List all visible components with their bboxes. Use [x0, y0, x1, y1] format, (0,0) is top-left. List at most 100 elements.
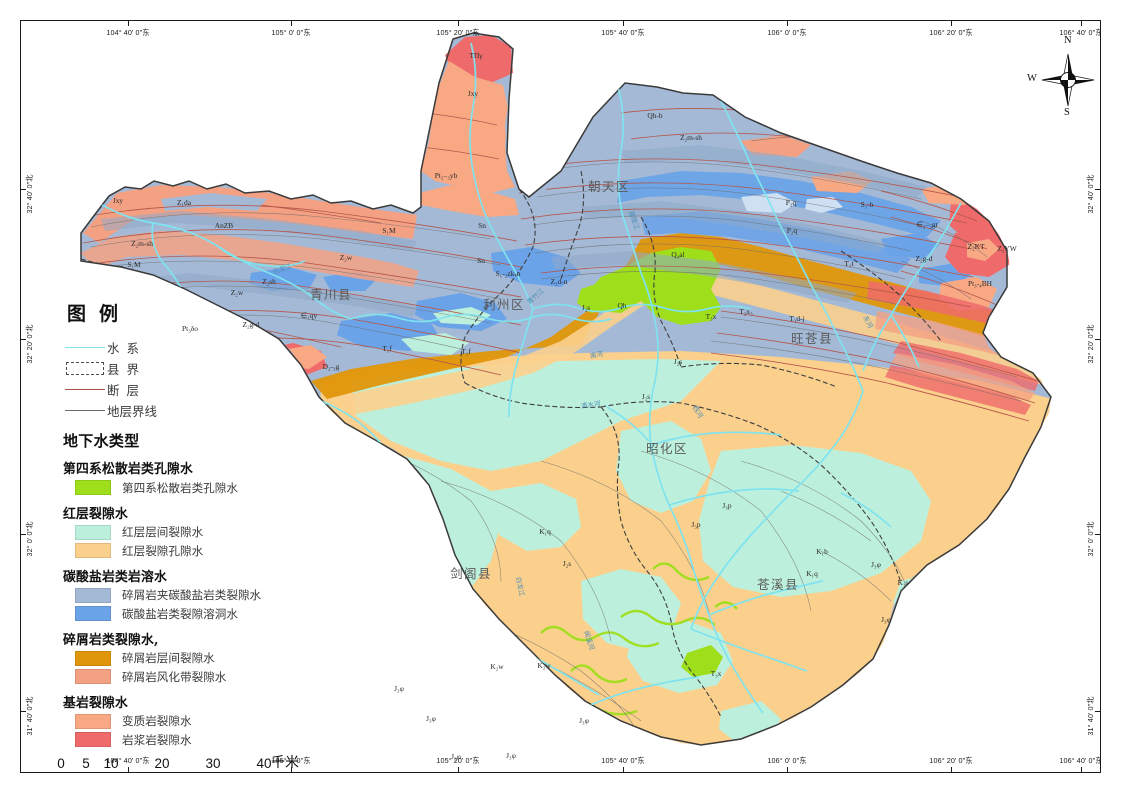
legend-swatch-item: 红层裂隙孔隙水 — [63, 543, 325, 559]
graticule-label: 32° 0' 0"北 — [1086, 521, 1095, 557]
graticule-label: 32° 40' 0"北 — [25, 174, 34, 214]
legend-swatch-label: 碳酸盐岩类裂隙溶洞水 — [122, 606, 238, 621]
legend-line-label: 水系 — [107, 341, 147, 356]
geologic-unit-code: K₁q — [539, 527, 551, 536]
graticule-label: 106° 0' 0"东 — [767, 756, 807, 765]
map-canvas[interactable]: 青川县 朝天区 利州区 旺苍县 昭化区 剑阁县 苍溪县 TПγ Jxy Pt₂₋₃yb Jxy Z₁… — [21, 21, 1100, 772]
legend-line-label: 地层界线 — [107, 404, 158, 419]
scale-bar-tick-label: 0 — [57, 756, 65, 771]
legend-line-item: 县界 — [63, 358, 325, 379]
legend-color-swatch — [75, 606, 111, 621]
graticule-tick — [951, 21, 952, 26]
scale-bar-tick-label: 40 — [256, 756, 272, 771]
legend-swatch-label: 第四系松散岩类孔隙水 — [122, 480, 238, 495]
graticule-label: 105° 20' 0"东 — [436, 756, 480, 765]
graticule-tick — [951, 767, 952, 772]
graticule-tick — [1081, 21, 1082, 26]
legend-swatch-label: 红层裂隙孔隙水 — [122, 543, 204, 558]
geologic-unit-code: Z₂d-n — [551, 277, 568, 286]
legend-group-heading: 基岩裂隙水 — [63, 695, 128, 711]
geologic-unit-code: Jxy — [113, 196, 124, 205]
geologic-unit-code: Z₁da — [177, 198, 192, 207]
river-label: 南河 — [589, 349, 604, 361]
geologic-unit-code: Z₂g-d — [916, 254, 933, 263]
legend-swatch-label: 红层层间裂隙水 — [122, 525, 204, 539]
scale-bar-tick-label: 5 — [82, 756, 90, 771]
geologic-unit-code: K₂w — [490, 662, 504, 671]
graticule-label: 105° 0' 0"东 — [271, 28, 311, 37]
legend-line-swatch — [65, 410, 105, 411]
scale-bar-unit: 千米 — [271, 755, 299, 771]
geologic-unit-code: Z₂m-sh — [680, 133, 702, 142]
legend-group-heading: 第四系松散岩类孔隙水 — [63, 462, 193, 477]
graticule-label: 106° 40' 0"东 — [1059, 756, 1100, 765]
compass-rose: N S E W — [1021, 35, 1100, 121]
legend-title: 图例 — [67, 303, 132, 325]
legend-color-swatch — [75, 650, 111, 666]
geologic-unit-code: J₃φ — [506, 751, 516, 760]
graticule-label: 106° 0' 0"东 — [767, 28, 807, 37]
graticule-tick — [1081, 767, 1082, 772]
graticule-tick — [21, 534, 26, 535]
graticule-tick — [787, 767, 788, 772]
graticule-label: 105° 40' 0"东 — [601, 28, 645, 37]
legend-panel: 图例 水系 县界 断层 地层界线 地下水类型 第四系松散岩类孔隙水 第四系松散岩类孔隙水… — [63, 299, 325, 750]
geologic-unit-code: K₁s — [898, 578, 909, 587]
geologic-unit-code: Jxy — [468, 89, 479, 98]
geologic-unit-code: S₁-₂zk-n — [496, 269, 521, 278]
geologic-unit-code: J₃p — [691, 520, 700, 529]
geologic-unit-code: Sn — [478, 221, 486, 230]
graticule-tick — [1095, 534, 1100, 535]
legend-color-swatch — [75, 480, 111, 495]
graticule-tick — [291, 21, 292, 26]
geologic-unit-code: T₁f — [382, 344, 392, 353]
legend-swatch-item: 碎屑岩风化带裂隙水 — [63, 669, 325, 685]
geologic-unit-code: Pt₃-₄BH — [968, 279, 993, 288]
compass-south-label: S — [1064, 107, 1070, 118]
map-geology-layer — [80, 32, 1052, 746]
geologic-unit-code: T₃x — [706, 312, 717, 321]
scale-bar-tick-label: 30 — [205, 756, 221, 771]
scale-bar-tick-label: 20 — [154, 756, 170, 771]
legend-line-label: 县界 — [107, 362, 147, 377]
geologic-unit-code: J₃φ — [871, 560, 881, 569]
county-label: 利州区 — [483, 297, 525, 312]
scale-bar-numbers: 0 5 10 20 30 40 — [57, 756, 321, 772]
legend-line-swatch — [65, 389, 105, 390]
graticule-label: 106° 40' 0"东 — [1059, 28, 1100, 37]
legend-groups: 第四系松散岩类孔隙水 第四系松散岩类孔隙水 红层裂隙水 红层层间裂隙水 红层裂隙孔隙水碳… — [63, 458, 325, 748]
graticule-label: 106° 20' 0"东 — [929, 28, 973, 37]
graticule-label: 104° 40' 0"东 — [106, 28, 150, 37]
geologic-unit-code: Z₂sh — [262, 277, 276, 286]
geologic-unit-code: Z₂w — [231, 288, 244, 297]
legend-group-heading: 红层裂隙水 — [63, 506, 128, 522]
legend-swatch-label: 碎屑岩层间裂隙水 — [122, 651, 215, 665]
graticule-label: 32° 0' 0"北 — [25, 521, 34, 557]
geologic-unit-code: ∈₁qy — [301, 311, 318, 320]
graticule-tick — [1095, 711, 1100, 712]
legend-swatch-item: 碳酸盐岩类裂隙溶洞水 — [63, 606, 325, 622]
legend-swatch-item: 碎屑岩层间裂隙水 — [63, 650, 325, 666]
legend-swatch-label: 碎屑岩夹碳酸盐岩类裂隙水 — [122, 588, 262, 602]
geologic-unit-code: Z₂YW — [997, 244, 1016, 253]
geologic-unit-code: J₃φ — [394, 684, 404, 693]
graticule-tick — [458, 21, 459, 26]
graticule-tick — [623, 21, 624, 26]
geologic-unit-code: D₂-₃g — [323, 362, 340, 371]
compass-north-label: N — [1064, 35, 1072, 46]
geologic-unit-code: Q₄al — [671, 250, 684, 259]
graticule-tick — [291, 767, 292, 772]
geologic-unit-code: K₁b — [816, 547, 828, 556]
geologic-unit-code: J₃φ — [881, 615, 891, 624]
geologic-unit-code: T₁t — [844, 259, 854, 268]
city-outline — [80, 32, 1052, 746]
river-label: 清水河 — [580, 399, 601, 411]
geologic-unit-code: Pt₃δο — [182, 324, 198, 333]
geologic-unit-labels: TПγ Jxy Pt₂₋₃yb Jxy Z₁da AnZB Z₂m-sh S₁M Z₂sh Z₂w… — [113, 51, 1017, 761]
legend-line-label: 断层 — [107, 383, 147, 398]
geologic-unit-code: P₂q — [787, 226, 798, 235]
geologic-unit-code: T₂x₃ — [739, 307, 753, 316]
geologic-unit-code: P₂q — [786, 198, 797, 207]
graticule-tick — [21, 339, 26, 340]
